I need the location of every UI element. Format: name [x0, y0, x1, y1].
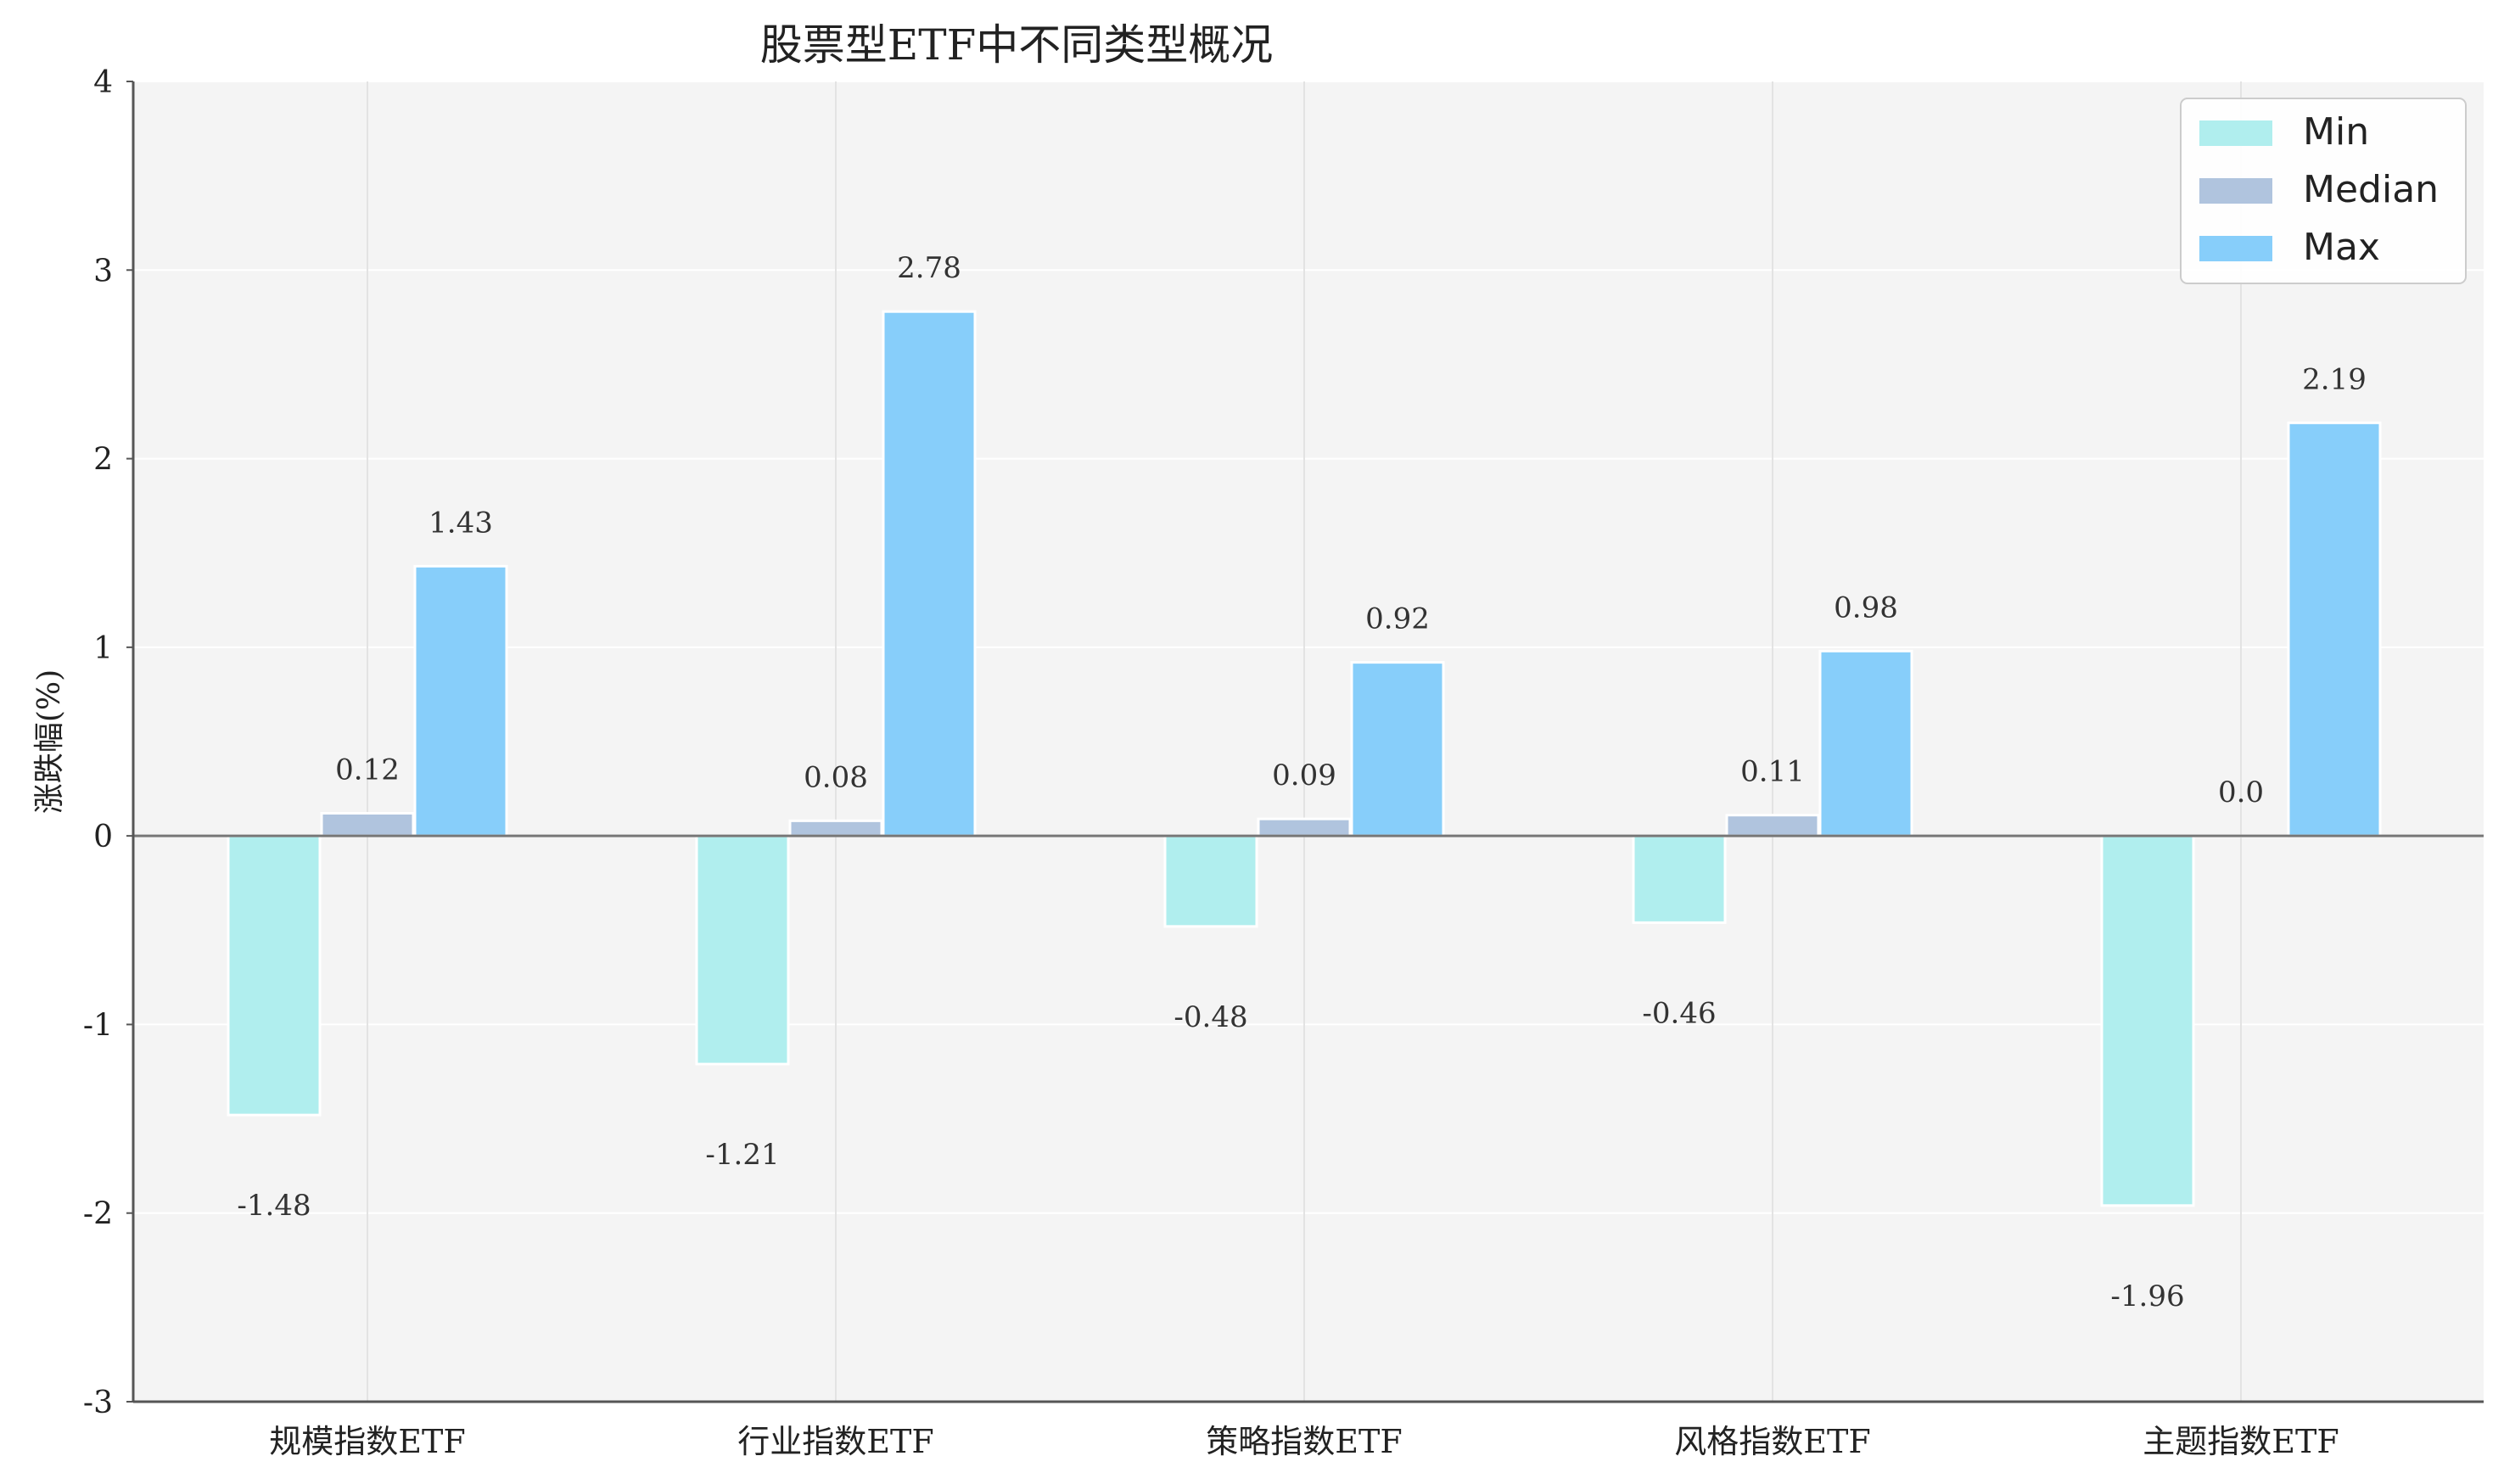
bar — [1350, 661, 1445, 837]
y-tick-label: -3 — [83, 1386, 113, 1420]
legend-label: Max — [2303, 226, 2380, 269]
bar — [1163, 834, 1258, 928]
legend-swatch — [2199, 178, 2272, 204]
y-tick-labels: -3 -2 -1 0 1 2 3 4 — [83, 65, 133, 1420]
y-tick-label: -1 — [83, 1008, 113, 1043]
data-label: 2.78 — [897, 251, 961, 285]
bar — [320, 811, 415, 837]
data-label: -1.48 — [237, 1189, 311, 1223]
bar — [882, 310, 977, 837]
legend-swatch — [2199, 236, 2272, 261]
legend-label: Min — [2303, 110, 2369, 154]
x-category-label: 规模指数ETF — [269, 1423, 465, 1460]
data-label: 0.92 — [1365, 602, 1430, 636]
data-label: 2.19 — [2302, 362, 2367, 396]
data-labels: -1.48 0.12 1.43 -1.21 0.08 2.78 -0.48 0.09 0.92 -… — [237, 251, 2366, 1313]
bar — [1257, 817, 1352, 837]
y-axis-label: 涨跌幅(%) — [32, 669, 67, 814]
x-category-label: 策略指数ETF — [1206, 1423, 1402, 1460]
data-label: -1.21 — [705, 1138, 779, 1172]
data-label: 0.09 — [1272, 759, 1336, 792]
plot-background — [133, 81, 2484, 1402]
bar — [1725, 814, 1820, 837]
x-category-label: 风格指数ETF — [1674, 1423, 1870, 1460]
y-tick-label: 0 — [93, 820, 113, 854]
legend-swatch — [2199, 120, 2272, 146]
data-label: 1.43 — [429, 506, 493, 540]
bar — [2100, 834, 2195, 1207]
bar — [1632, 834, 1727, 924]
bar — [695, 834, 790, 1066]
legend-label: Median — [2303, 168, 2439, 211]
bar — [413, 564, 508, 837]
data-label: -0.46 — [1642, 996, 1716, 1030]
x-category-label: 行业指数ETF — [737, 1423, 933, 1460]
bars — [227, 310, 2382, 1207]
x-category-labels: 规模指数ETF 行业指数ETF 策略指数ETF 风格指数ETF 主题指数ETF — [269, 1423, 2339, 1460]
data-label: 0.12 — [335, 753, 400, 787]
x-category-label: 主题指数ETF — [2143, 1423, 2339, 1460]
data-label: -1.96 — [2110, 1280, 2184, 1313]
data-label: 0.98 — [1834, 591, 1898, 624]
data-label: 0.0 — [2218, 776, 2264, 809]
bar — [1818, 649, 1913, 837]
data-label: -0.48 — [1174, 1000, 1247, 1034]
bar — [227, 834, 322, 1117]
y-tick-label: 2 — [93, 443, 113, 478]
y-tick-label: 1 — [93, 631, 113, 666]
grid — [133, 81, 2484, 1403]
bar — [2287, 421, 2382, 837]
legend: Min Median Max — [2180, 98, 2467, 284]
y-tick-label: 3 — [93, 254, 113, 288]
chart-title: 股票型ETF中不同类型概况 — [760, 20, 1274, 70]
y-tick-label: -2 — [83, 1197, 113, 1232]
bar — [788, 819, 883, 837]
data-label: 0.08 — [804, 760, 868, 794]
y-tick-label: 4 — [93, 65, 113, 100]
data-label: 0.11 — [1740, 755, 1805, 789]
